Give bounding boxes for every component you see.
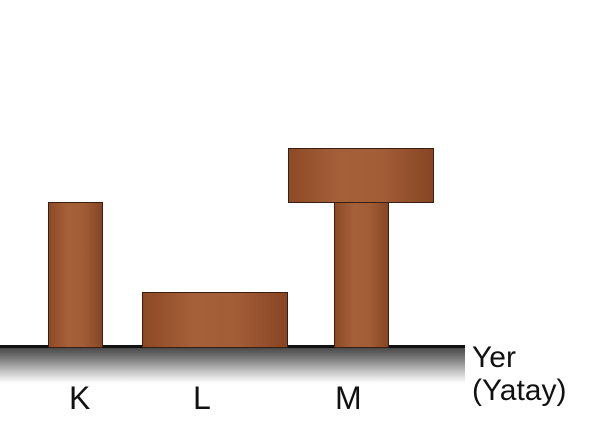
ground-label: Yer (Yatay) — [472, 341, 566, 407]
label-m: M — [335, 380, 362, 416]
brick-m-flat-top — [288, 148, 434, 203]
ground-label-line1: Yer — [472, 341, 516, 374]
ground-label-line2: (Yatay) — [472, 374, 567, 407]
brick-m-upright — [334, 202, 389, 348]
label-l: L — [193, 380, 211, 416]
ground-surface — [0, 345, 465, 383]
label-k: K — [69, 380, 91, 416]
brick-l-flat — [142, 292, 288, 348]
brick-k-upright — [48, 202, 103, 348]
